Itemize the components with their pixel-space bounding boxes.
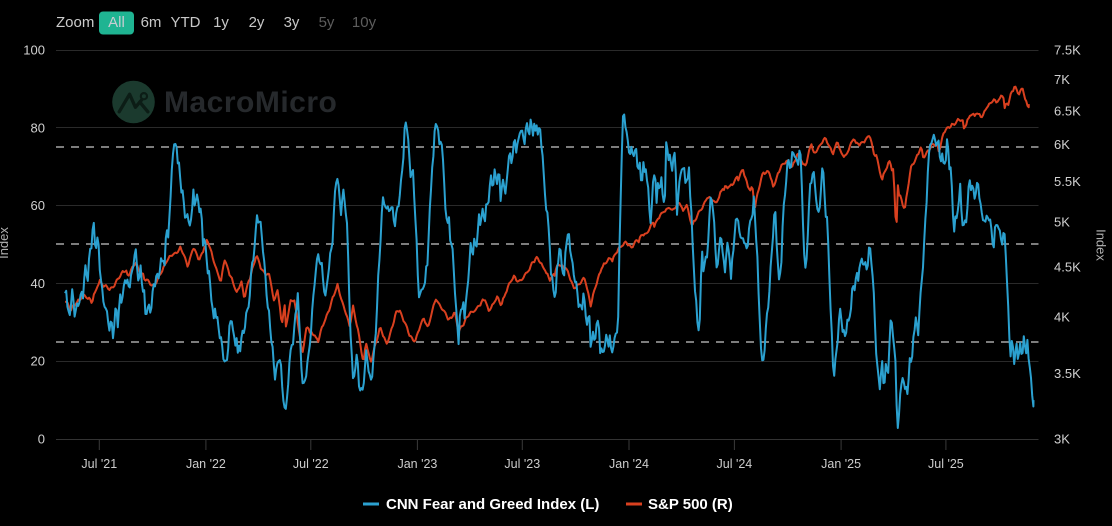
svg-text:Jan '22: Jan '22	[186, 457, 226, 471]
svg-text:Jul '22: Jul '22	[293, 457, 329, 471]
svg-text:6K: 6K	[1054, 137, 1070, 152]
svg-text:Jul '21: Jul '21	[81, 457, 117, 471]
svg-text:Index: Index	[0, 227, 11, 259]
svg-text:6m: 6m	[141, 14, 162, 31]
svg-text:Jan '23: Jan '23	[397, 457, 437, 471]
svg-text:60: 60	[31, 198, 45, 213]
svg-text:6.5K: 6.5K	[1054, 103, 1081, 118]
svg-text:3K: 3K	[1054, 432, 1070, 447]
svg-text:100: 100	[23, 43, 45, 58]
svg-text:Jul '23: Jul '23	[504, 457, 540, 471]
svg-text:5y: 5y	[319, 14, 335, 31]
svg-text:3.5K: 3.5K	[1054, 366, 1081, 381]
svg-text:Jul '25: Jul '25	[928, 457, 964, 471]
svg-text:5K: 5K	[1054, 215, 1070, 230]
svg-text:4.5K: 4.5K	[1054, 259, 1081, 274]
svg-text:All: All	[108, 14, 125, 31]
svg-text:Zoom: Zoom	[56, 14, 94, 31]
svg-text:Jan '24: Jan '24	[609, 457, 649, 471]
svg-text:7.5K: 7.5K	[1054, 43, 1081, 58]
svg-text:0: 0	[38, 432, 45, 447]
svg-text:S&P 500 (R): S&P 500 (R)	[648, 496, 733, 513]
svg-text:7K: 7K	[1054, 72, 1070, 87]
svg-text:5.5K: 5.5K	[1054, 174, 1081, 189]
svg-text:CNN Fear and Greed Index (L): CNN Fear and Greed Index (L)	[386, 496, 599, 513]
svg-text:Jan '25: Jan '25	[821, 457, 861, 471]
svg-text:2y: 2y	[249, 14, 265, 31]
svg-text:1y: 1y	[213, 14, 229, 31]
svg-text:4K: 4K	[1054, 309, 1070, 324]
svg-text:MacroMicro: MacroMicro	[164, 86, 337, 119]
svg-text:YTD: YTD	[171, 14, 201, 31]
svg-text:3y: 3y	[284, 14, 300, 31]
svg-text:10y: 10y	[352, 14, 377, 31]
svg-text:80: 80	[31, 120, 45, 135]
svg-text:20: 20	[31, 354, 45, 369]
svg-text:Index: Index	[1094, 229, 1109, 261]
svg-text:40: 40	[31, 276, 45, 291]
svg-text:Jul '24: Jul '24	[717, 457, 753, 471]
